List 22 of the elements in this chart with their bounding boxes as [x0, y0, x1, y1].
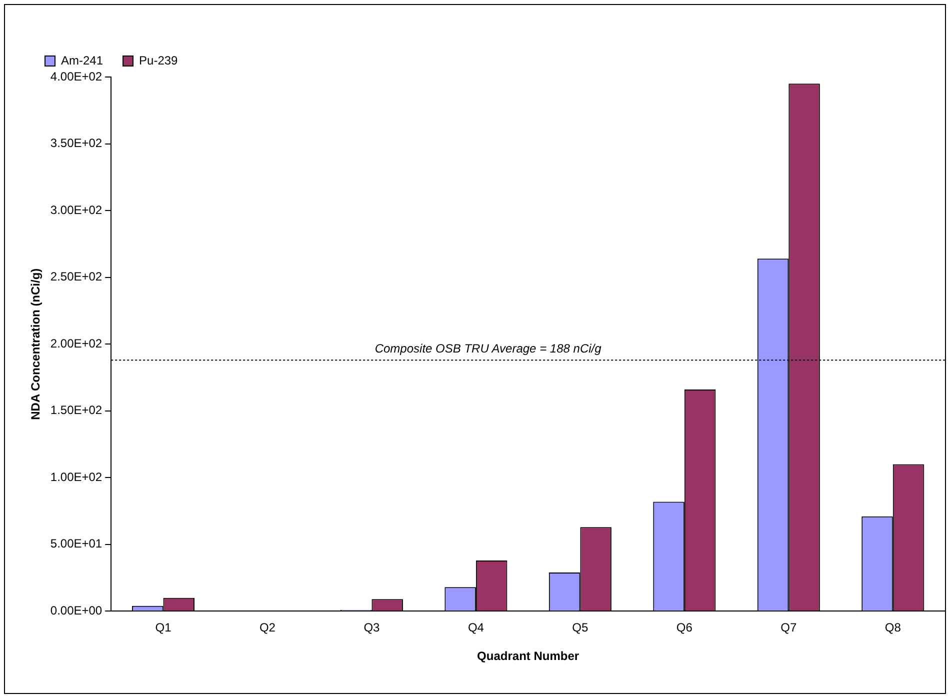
y-tick-label: 5.00E+01 — [50, 536, 102, 551]
legend-label: Pu-239 — [139, 53, 178, 68]
y-tick-label: 1.00E+02 — [50, 470, 102, 484]
x-tick-label: Q3 — [364, 620, 380, 635]
y-tick-label: 3.00E+02 — [50, 202, 102, 217]
y-tick-label: 3.50E+02 — [50, 136, 102, 150]
x-axis-title: Quadrant Number — [477, 649, 580, 664]
x-tick-label: Q8 — [884, 620, 902, 635]
y-axis-title: NDA Concentration (nCi/g) — [28, 268, 43, 420]
y-tick-label: 2.00E+02 — [50, 336, 102, 350]
y-tick-label: 0.00E+00 — [50, 604, 102, 618]
y-tick-label: 2.50E+02 — [50, 270, 102, 284]
x-tick-label: Q5 — [572, 620, 588, 635]
x-tick-label: Q1 — [155, 620, 172, 635]
legend-label: Am-241 — [61, 53, 104, 68]
x-tick-label: Q7 — [780, 620, 797, 635]
y-tick-label: 4.00E+02 — [50, 69, 102, 84]
x-tick-label: Q6 — [676, 620, 693, 635]
x-tick-label: Q4 — [468, 620, 484, 635]
x-tick-label: Q2 — [259, 620, 276, 635]
ref-line-label: Composite OSB TRU Average = 188 nCi/g — [374, 341, 602, 356]
y-tick-label: 1.50E+02 — [50, 403, 102, 418]
